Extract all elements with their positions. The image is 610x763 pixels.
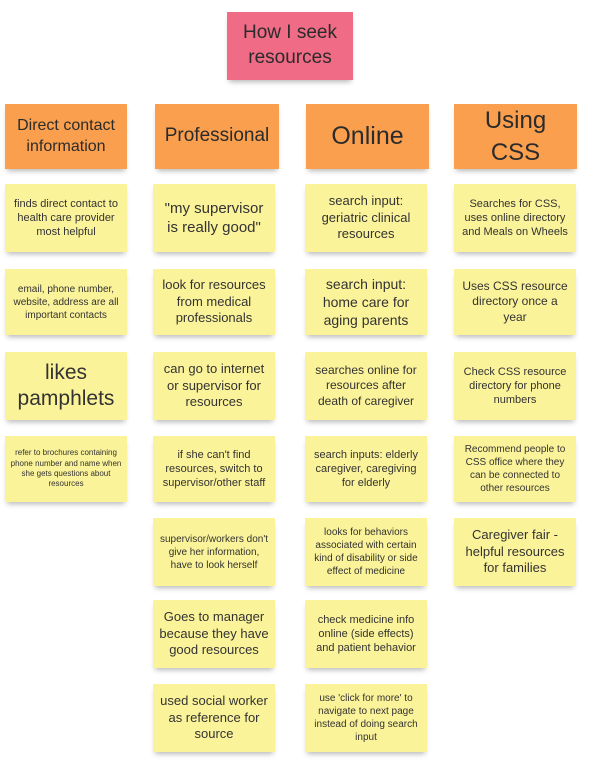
sticky-note[interactable]: used social worker as reference for sour… xyxy=(153,684,275,752)
sticky-note-text: search input: geriatric clinical resourc… xyxy=(321,192,411,242)
sticky-note[interactable]: if she can't find resources, switch to s… xyxy=(153,436,275,502)
sticky-note[interactable]: likes pamphlets xyxy=(5,352,127,420)
board-title-text: How I seek resources xyxy=(243,22,337,68)
sticky-note-text: if she can't find resources, switch to s… xyxy=(162,448,266,490)
sticky-note[interactable]: Recommend people to CSS office where the… xyxy=(454,436,576,502)
sticky-note[interactable]: use 'click for more' to navigate to next… xyxy=(305,684,427,752)
sticky-note-text: looks for behaviors associated with cert… xyxy=(314,527,418,577)
column-header-label: Professional xyxy=(164,125,270,147)
sticky-note-text: Recommend people to CSS office where the… xyxy=(464,444,566,494)
sticky-note[interactable]: Check CSS resource directory for phone n… xyxy=(454,352,576,420)
sticky-note[interactable]: Caregiver fair - helpful resources for f… xyxy=(454,518,576,586)
sticky-note[interactable]: searches online for resources after deat… xyxy=(305,352,427,420)
sticky-note-text: finds direct contact to health care prov… xyxy=(14,197,118,239)
sticky-note-text: supervisor/workers don't give her inform… xyxy=(159,533,269,571)
sticky-note[interactable]: look for resources from medical professi… xyxy=(153,269,275,335)
column-header-label: Using CSS xyxy=(484,107,547,166)
sticky-note[interactable]: refer to brochures containing phone numb… xyxy=(5,436,127,502)
sticky-note[interactable]: finds direct contact to health care prov… xyxy=(5,184,127,252)
board-title[interactable]: How I seek resources xyxy=(227,12,353,80)
column-header-label: Online xyxy=(331,122,404,151)
column-header-label: Direct contact information xyxy=(17,116,115,155)
sticky-note-text: check medicine info online (side effects… xyxy=(316,613,416,655)
column-header-using-css[interactable]: Using CSS xyxy=(454,104,577,169)
sticky-note-text: used social worker as reference for sour… xyxy=(160,692,268,742)
sticky-note[interactable]: check medicine info online (side effects… xyxy=(305,600,427,668)
column-header-direct-contact[interactable]: Direct contact information xyxy=(5,104,127,169)
sticky-note-text: search input: home care for aging parent… xyxy=(322,275,410,329)
sticky-note[interactable]: looks for behaviors associated with cert… xyxy=(305,518,427,586)
sticky-note[interactable]: can go to internet or supervisor for res… xyxy=(153,352,275,420)
sticky-note[interactable]: Searches for CSS, uses online directory … xyxy=(454,184,576,252)
column-header-professional[interactable]: Professional xyxy=(155,104,279,169)
sticky-note-text: Searches for CSS, uses online directory … xyxy=(462,197,568,239)
sticky-note-text: Goes to manager because they have good r… xyxy=(159,608,269,658)
sticky-note[interactable]: supervisor/workers don't give her inform… xyxy=(153,518,275,586)
sticky-note-text: look for resources from medical professi… xyxy=(162,276,266,326)
sticky-note-text: Caregiver fair - helpful resources for f… xyxy=(465,526,565,576)
sticky-note-text: use 'click for more' to navigate to next… xyxy=(314,693,418,743)
sticky-note-text: Uses CSS resource directory once a year xyxy=(462,278,568,324)
sticky-note-text: search inputs: elderly caregiver, caregi… xyxy=(314,448,418,490)
sticky-note-text: email, phone number, website, address ar… xyxy=(13,283,119,321)
column-header-online[interactable]: Online xyxy=(306,104,429,169)
sticky-note-text: searches online for resources after deat… xyxy=(315,362,417,408)
sticky-note-text: "my supervisor is really good" xyxy=(164,199,264,237)
sticky-note[interactable]: email, phone number, website, address ar… xyxy=(5,269,127,335)
sticky-note[interactable]: Uses CSS resource directory once a year xyxy=(454,269,576,335)
sticky-note[interactable]: search inputs: elderly caregiver, caregi… xyxy=(305,436,427,502)
sticky-note-text: likes pamphlets xyxy=(17,360,115,410)
sticky-note-text: Check CSS resource directory for phone n… xyxy=(463,365,567,407)
sticky-note[interactable]: Goes to manager because they have good r… xyxy=(153,600,275,668)
sticky-note-text: can go to internet or supervisor for res… xyxy=(163,360,265,410)
sticky-note[interactable]: "my supervisor is really good" xyxy=(153,184,275,252)
sticky-note[interactable]: search input: geriatric clinical resourc… xyxy=(305,184,427,252)
sticky-note-text: refer to brochures containing phone numb… xyxy=(10,448,122,489)
sticky-note[interactable]: search input: home care for aging parent… xyxy=(305,269,427,335)
